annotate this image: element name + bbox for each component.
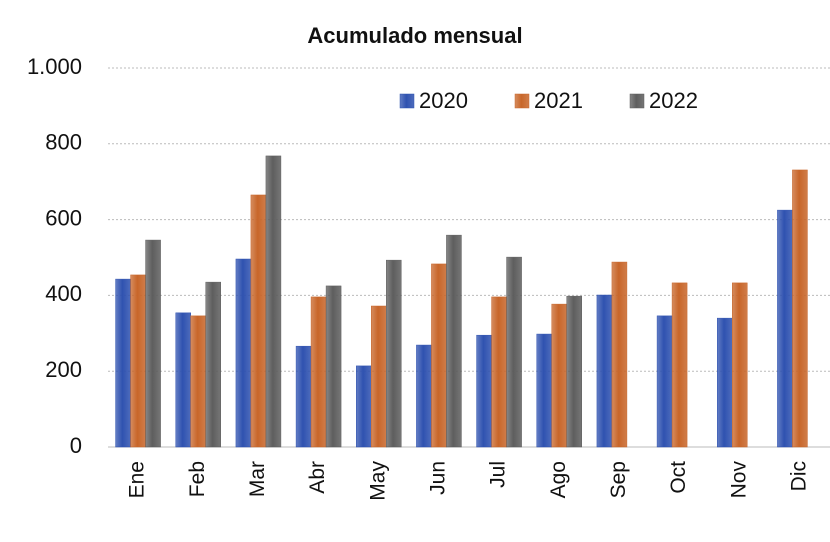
bar — [671, 282, 688, 448]
bar — [371, 305, 387, 448]
x-tick-label: Mar — [246, 461, 269, 497]
bar — [596, 294, 613, 448]
bar — [265, 155, 282, 448]
x-tick-label: Nov — [727, 461, 750, 499]
bar — [566, 295, 582, 448]
bar — [506, 256, 522, 448]
bar — [356, 365, 372, 448]
bar — [717, 317, 733, 448]
bar — [130, 274, 146, 448]
bar — [476, 334, 492, 448]
bar — [235, 258, 252, 448]
chart-title: Acumulado mensual — [307, 23, 522, 48]
legend-label: 2021 — [534, 88, 583, 113]
x-tick-label: Dic — [787, 461, 810, 491]
legend-label: 2022 — [649, 88, 698, 113]
bar — [250, 194, 267, 448]
y-tick-label: 600 — [45, 205, 82, 230]
bar — [386, 259, 402, 448]
bar — [611, 261, 628, 448]
x-tick-label: Sep — [607, 461, 630, 498]
bar — [656, 315, 673, 448]
bar — [205, 281, 221, 448]
bar — [431, 263, 447, 448]
y-tick-label: 0 — [70, 433, 82, 458]
bar — [325, 285, 342, 448]
x-tick-label: Abr — [306, 461, 329, 494]
bar — [115, 278, 131, 448]
bar — [295, 345, 312, 448]
x-tick-label: Ene — [126, 461, 149, 498]
bar — [777, 209, 793, 448]
y-tick-label: 1.000 — [27, 54, 82, 79]
x-tick-label: May — [366, 461, 389, 501]
bar — [416, 344, 432, 448]
bar — [175, 312, 191, 448]
x-tick-label: Jul — [487, 461, 510, 488]
bar — [310, 296, 327, 448]
y-tick-label: 800 — [45, 130, 82, 155]
legend-swatch — [514, 93, 530, 109]
x-tick-label: Jun — [426, 461, 449, 495]
x-tick-label: Ago — [547, 461, 570, 498]
x-tick-label: Oct — [667, 461, 690, 494]
bar — [190, 315, 206, 448]
bar — [491, 296, 507, 448]
bar — [446, 234, 462, 448]
bar — [536, 333, 552, 448]
bar — [792, 169, 808, 448]
y-tick-label: 200 — [45, 357, 82, 382]
x-tick-label: Feb — [186, 461, 209, 497]
legend-label: 2020 — [419, 88, 468, 113]
bar — [551, 303, 567, 448]
legend-swatch — [629, 93, 645, 109]
legend-swatch — [399, 93, 415, 109]
bar — [732, 282, 748, 448]
y-tick-label: 400 — [45, 281, 82, 306]
bar — [145, 239, 161, 448]
